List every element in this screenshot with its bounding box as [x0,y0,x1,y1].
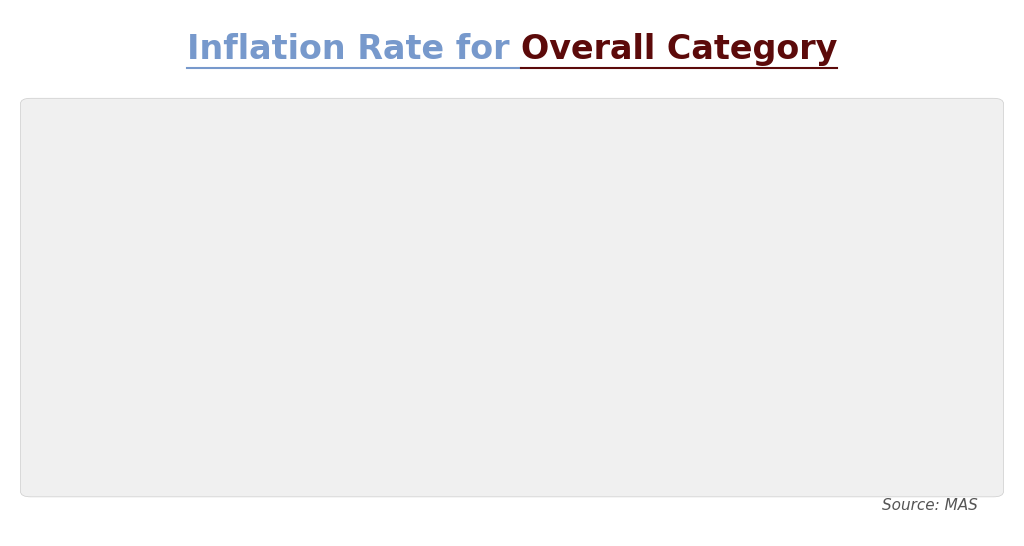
Text: Overall Category: Overall Category [521,33,838,66]
Text: Compound average annual
rate of inflation:: Compound average annual rate of inflatio… [455,294,709,341]
Text: Overall CPI in 2013:: Overall CPI in 2013: [455,383,640,402]
Text: Inflation Rate for: Inflation Rate for [186,33,521,66]
Text: under the Overall category that cost: under the Overall category that cost [59,272,389,290]
Text: A basket of goods and services: A basket of goods and services [59,212,340,230]
Text: SGD 1,000,000.00 in 2013 would: SGD 1,000,000.00 in 2013 would [59,333,356,351]
Text: Percentage change :: Percentage change : [455,212,647,232]
Text: 10: 10 [758,131,781,150]
Text: Overall CPI in 2023:: Overall CPI in 2023: [455,453,640,472]
Text: 98.47: 98.47 [758,383,811,402]
Text: Source: MAS: Source: MAS [882,497,978,513]
Text: cost SGD 1,153,558.10 in 2023.: cost SGD 1,153,558.10 in 2023. [59,393,347,411]
Text: 15.36 %: 15.36 % [758,212,835,232]
Text: Number of years:: Number of years: [455,131,618,150]
Text: 1.44 %: 1.44 % [758,294,823,313]
Text: SGD 1,153,558.10: SGD 1,153,558.10 [59,131,299,155]
Text: 113.60: 113.60 [758,453,822,472]
